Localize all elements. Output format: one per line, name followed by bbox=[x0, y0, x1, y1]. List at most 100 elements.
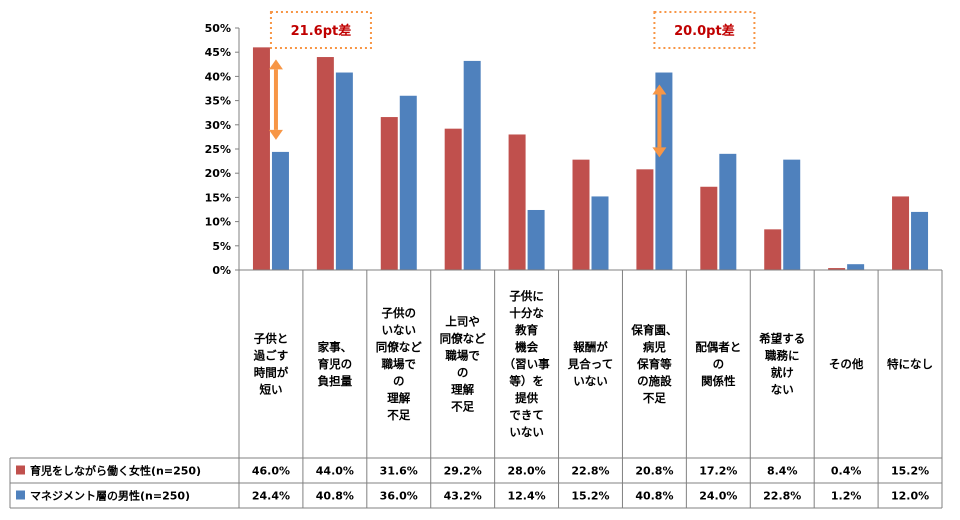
data-label: 46.0% bbox=[252, 465, 290, 478]
data-label: 0.4% bbox=[831, 465, 862, 478]
y-tick-label: 35% bbox=[205, 95, 231, 108]
y-tick-label: 10% bbox=[205, 216, 231, 229]
series-name: 育児をしながら働く女性(n=250) bbox=[30, 464, 201, 478]
category-label: 時間が bbox=[254, 366, 289, 380]
category-label: 不足 bbox=[451, 400, 474, 414]
data-label: 40.8% bbox=[316, 490, 354, 503]
category-label: 上司や bbox=[445, 315, 480, 329]
category-label: 保育園、 bbox=[630, 323, 677, 337]
data-label: 12.0% bbox=[891, 490, 929, 503]
y-tick-label: 20% bbox=[205, 167, 231, 180]
category-label: 理解 bbox=[451, 383, 474, 397]
category-label: 職場で bbox=[445, 349, 480, 363]
bar bbox=[399, 95, 417, 270]
category-label: いない bbox=[382, 323, 417, 337]
category-label: 等）を bbox=[508, 374, 544, 388]
category-label: 育児の bbox=[318, 357, 353, 371]
bar bbox=[380, 117, 398, 270]
category-label: 同僚など bbox=[440, 332, 486, 346]
y-tick-label: 5% bbox=[212, 240, 231, 253]
category-label: 子供の bbox=[382, 306, 417, 320]
category-label: 理解 bbox=[387, 391, 410, 405]
category-label: 特になし bbox=[887, 357, 933, 371]
category-label: 家事、 bbox=[318, 340, 353, 354]
category-label: 子供と bbox=[254, 332, 289, 346]
bar bbox=[463, 60, 481, 270]
category-label: 希望する bbox=[758, 332, 805, 346]
data-label: 15.2% bbox=[891, 465, 929, 478]
category-label: できて bbox=[509, 408, 544, 422]
bar bbox=[572, 159, 590, 270]
data-label: 43.2% bbox=[444, 490, 482, 503]
category-label: 同僚など bbox=[376, 340, 422, 354]
bar bbox=[719, 153, 737, 270]
category-label: 保育等 bbox=[636, 357, 672, 371]
bar bbox=[508, 134, 526, 270]
data-label: 24.0% bbox=[699, 490, 737, 503]
category-label: 十分な bbox=[509, 306, 544, 320]
y-tick-label: 40% bbox=[205, 70, 231, 83]
difference-callout-box bbox=[269, 11, 372, 49]
y-tick-label: 50% bbox=[205, 22, 231, 35]
data-label: 22.8% bbox=[763, 490, 801, 503]
category-label: 負担量 bbox=[318, 374, 353, 388]
category-label: 就け bbox=[771, 366, 794, 380]
category-label: 病児 bbox=[643, 340, 666, 354]
bar bbox=[636, 169, 654, 270]
difference-arrow-head bbox=[268, 59, 283, 70]
category-label: 不足 bbox=[387, 408, 410, 422]
data-label: 20.8% bbox=[635, 465, 673, 478]
bar bbox=[591, 196, 609, 270]
bar bbox=[444, 128, 462, 270]
legend-key bbox=[16, 490, 25, 500]
y-tick-label: 15% bbox=[205, 191, 231, 204]
category-label: 過ごす bbox=[253, 349, 289, 363]
category-label: の bbox=[457, 366, 469, 380]
data-label: 17.2% bbox=[699, 465, 737, 478]
difference-arrow-head bbox=[268, 129, 283, 140]
y-tick-label: 45% bbox=[205, 46, 231, 59]
bar bbox=[335, 72, 353, 270]
y-tick-label: 0% bbox=[212, 264, 231, 277]
difference-callout-box bbox=[653, 11, 756, 49]
category-label: 提供 bbox=[515, 391, 538, 405]
data-label: 44.0% bbox=[316, 465, 354, 478]
data-label: 31.6% bbox=[380, 465, 418, 478]
difference-arrow-head bbox=[652, 84, 667, 95]
data-label: 15.2% bbox=[571, 490, 609, 503]
y-tick-label: 30% bbox=[205, 119, 231, 132]
category-label: 機会 bbox=[515, 340, 538, 354]
data-label: 28.0% bbox=[508, 465, 546, 478]
bar bbox=[783, 159, 801, 270]
bar bbox=[252, 47, 270, 270]
category-label: 関係性 bbox=[701, 374, 736, 388]
data-label: 40.8% bbox=[635, 490, 673, 503]
category-label: 短い bbox=[259, 383, 282, 397]
difference-callout-text: 21.6pt差 bbox=[291, 23, 352, 39]
data-label: 22.8% bbox=[571, 465, 609, 478]
category-label: の施設 bbox=[637, 374, 672, 388]
category-label: （習い事 bbox=[504, 357, 550, 371]
bar bbox=[316, 57, 334, 270]
y-tick-label: 25% bbox=[205, 143, 231, 156]
category-label: の bbox=[393, 374, 405, 388]
category-label: 見合って bbox=[567, 357, 613, 371]
category-label: 子供に bbox=[509, 289, 544, 303]
data-label: 36.0% bbox=[380, 490, 418, 503]
data-label: 8.4% bbox=[767, 465, 798, 478]
category-label: 不足 bbox=[643, 391, 666, 405]
category-label: 教育 bbox=[514, 323, 538, 337]
data-label: 12.4% bbox=[508, 490, 546, 503]
bar bbox=[911, 211, 929, 270]
difference-callout-text: 20.0pt差 bbox=[674, 23, 735, 39]
bar bbox=[271, 151, 289, 270]
bar bbox=[847, 264, 865, 270]
data-label: 24.4% bbox=[252, 490, 290, 503]
category-label: いない bbox=[573, 374, 608, 388]
category-label: 職場で bbox=[382, 357, 417, 371]
category-label: ない bbox=[771, 383, 794, 397]
bar bbox=[764, 229, 782, 270]
bar bbox=[828, 268, 846, 270]
category-label: その他 bbox=[829, 357, 864, 371]
